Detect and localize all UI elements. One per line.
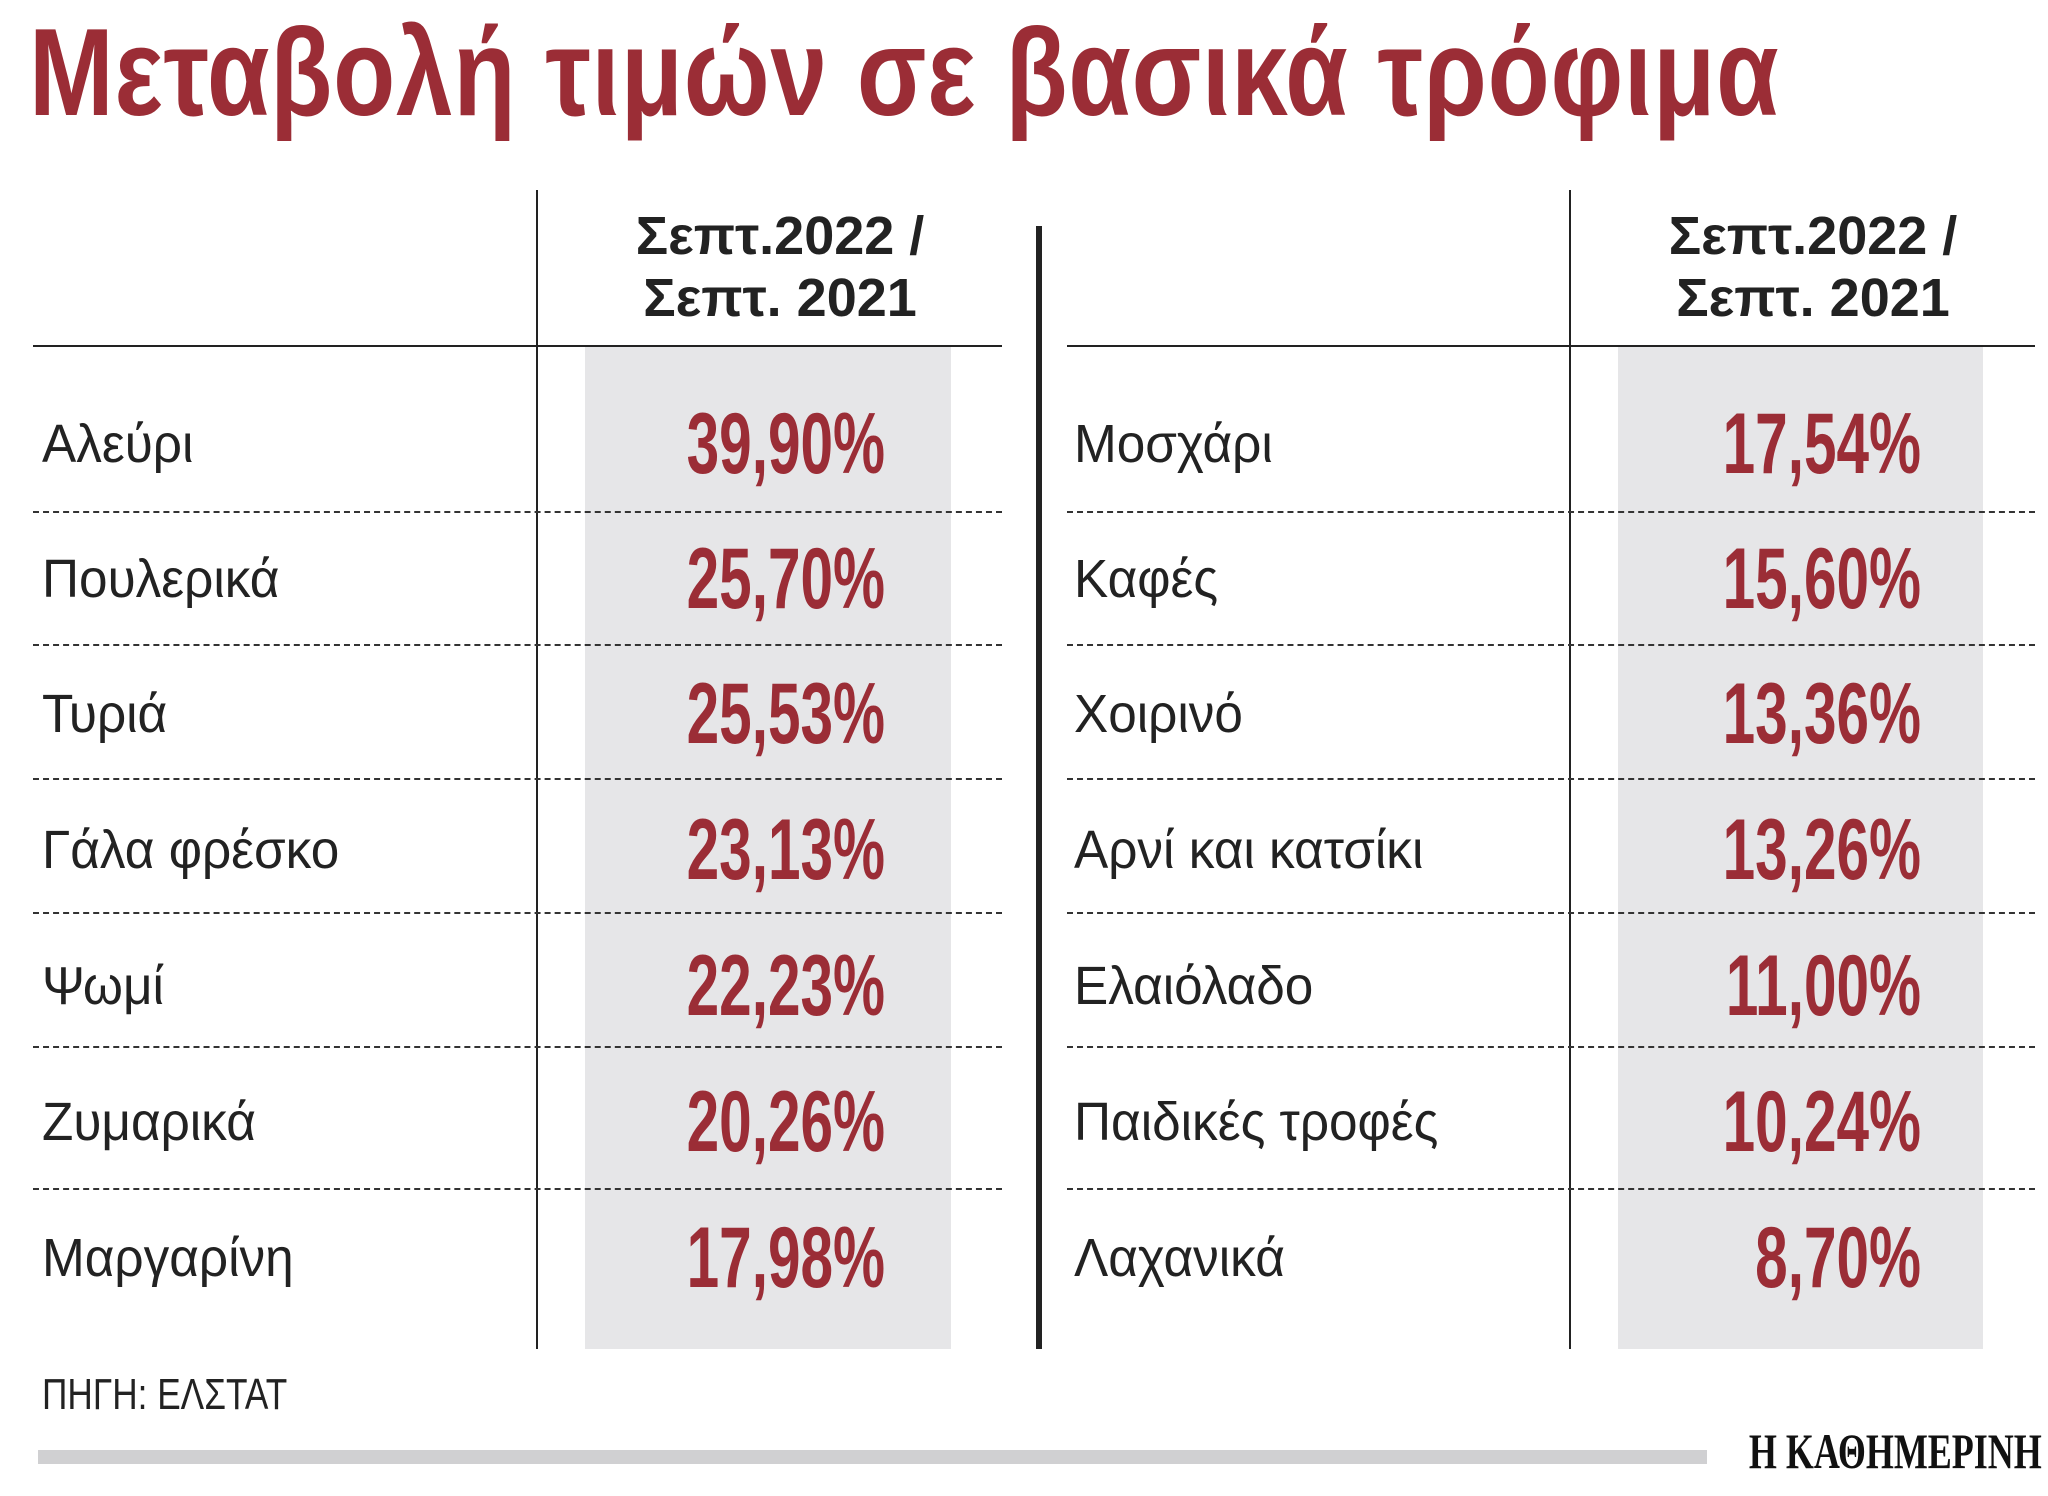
item-label: Αρνί και κατσίκι <box>1074 820 1424 880</box>
center-divider <box>1036 226 1042 1349</box>
item-label: Γάλα φρέσκο <box>42 820 340 880</box>
footer-bar <box>38 1450 1707 1464</box>
item-label: Τυριά <box>42 684 168 744</box>
left-column-header: Σεπτ.2022 / Σεπτ. 2021 <box>585 205 975 329</box>
header-line-1: Σεπτ.2022 / <box>1668 206 1958 266</box>
right-header-rule <box>1067 345 2035 347</box>
right-column-header: Σεπτ.2022 / Σεπτ. 2021 <box>1618 205 2008 329</box>
price-change-value: 13,36% <box>1722 666 1921 762</box>
row-separator <box>33 511 1002 513</box>
price-change-value: 17,54% <box>1722 396 1921 492</box>
price-change-value: 23,13% <box>686 802 885 898</box>
price-change-value: 22,23% <box>686 938 885 1034</box>
price-change-value: 11,00% <box>1725 938 1921 1034</box>
price-change-value: 20,26% <box>686 1074 885 1170</box>
publisher-logo: Η ΚΑΘΗΜΕΡΙΝΗ <box>1749 1423 2042 1479</box>
row-separator <box>33 778 1002 780</box>
row-separator <box>1067 1046 2035 1048</box>
header-line-1: Σεπτ.2022 / <box>635 206 925 266</box>
header-line-2: Σεπτ. 2021 <box>1676 268 1950 328</box>
item-label: Λαχανικά <box>1074 1228 1285 1288</box>
row-separator <box>1067 644 2035 646</box>
right-column-divider <box>1569 190 1571 1349</box>
item-label: Μαργαρίνη <box>42 1228 294 1288</box>
page-title: Μεταβολή τιμών σε βασικά τρόφιμα <box>29 4 1780 142</box>
price-change-value: 17,98% <box>686 1210 885 1306</box>
price-change-value: 25,70% <box>686 531 885 627</box>
item-label: Καφές <box>1074 549 1219 609</box>
price-change-value: 10,24% <box>1722 1074 1921 1170</box>
left-value-column-bg <box>585 346 951 1349</box>
item-label: Ζυμαρικά <box>42 1092 256 1152</box>
left-column-divider <box>536 190 538 1349</box>
price-change-value: 25,53% <box>686 666 885 762</box>
item-label: Ψωμί <box>42 956 164 1016</box>
row-separator <box>33 1046 1002 1048</box>
price-change-value: 8,70% <box>1755 1210 1921 1306</box>
row-separator <box>1067 778 2035 780</box>
item-label: Χοιρινό <box>1074 684 1243 744</box>
row-separator <box>33 644 1002 646</box>
row-separator <box>33 912 1002 914</box>
right-value-column-bg <box>1618 346 1983 1349</box>
item-label: Πουλερικά <box>42 549 280 609</box>
row-separator <box>1067 912 2035 914</box>
price-change-value: 39,90% <box>686 396 885 492</box>
left-header-rule <box>33 345 1002 347</box>
row-separator <box>1067 511 2035 513</box>
header-line-2: Σεπτ. 2021 <box>643 268 917 328</box>
source-note: ΠΗΓΗ: ΕΛΣΤΑΤ <box>42 1370 288 1419</box>
price-change-value: 15,60% <box>1722 531 1921 627</box>
item-label: Ελαιόλαδο <box>1074 956 1314 1016</box>
item-label: Παιδικές τροφές <box>1074 1092 1439 1152</box>
row-separator <box>33 1188 1002 1190</box>
item-label: Μοσχάρι <box>1074 414 1273 474</box>
item-label: Αλεύρι <box>42 414 194 474</box>
row-separator <box>1067 1188 2035 1190</box>
price-change-value: 13,26% <box>1722 802 1921 898</box>
